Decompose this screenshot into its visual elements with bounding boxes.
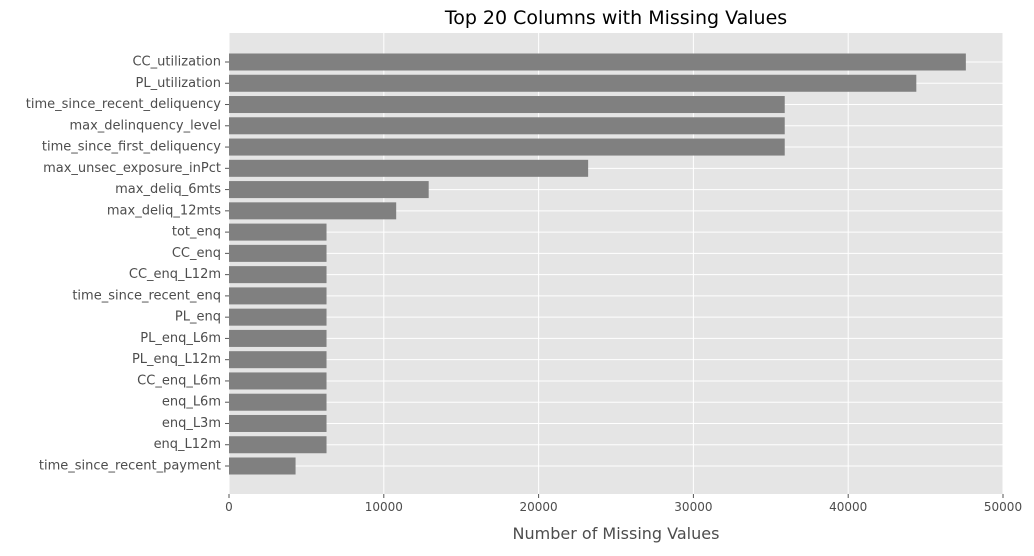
y-tick-label: time_since_recent_deliquency bbox=[26, 97, 222, 112]
y-tick-label: max_delinquency_level bbox=[69, 118, 221, 133]
bar-PL_enq_L12m bbox=[229, 351, 327, 369]
x-axis-label: Number of Missing Values bbox=[513, 524, 720, 543]
bar-PL_enq_L6m bbox=[229, 329, 327, 347]
x-tick-labels: 0 10000 20000 30000 40000 50000 bbox=[225, 494, 1022, 514]
y-tick-label: enq_L3m bbox=[162, 416, 221, 431]
bar-CC_enq_L6m bbox=[229, 372, 327, 390]
y-tick-label: enq_L12m bbox=[154, 437, 221, 452]
y-tick-label: PL_enq bbox=[175, 310, 221, 325]
y-tick-label: CC_enq_L6m bbox=[137, 373, 221, 388]
y-tick-label: max_deliq_6mts bbox=[115, 182, 221, 197]
y-tick-label: time_since_first_deliquency bbox=[42, 140, 221, 155]
x-tick-label: 30000 bbox=[674, 500, 712, 514]
y-tick-label: CC_enq_L12m bbox=[129, 267, 221, 282]
bar-PL_utilization bbox=[229, 74, 917, 92]
y-tick-label: max_deliq_12mts bbox=[107, 203, 221, 218]
bar-time_since_recent_payment bbox=[229, 457, 296, 475]
y-tick-label: CC_enq bbox=[172, 246, 221, 261]
bar-enq_L12m bbox=[229, 436, 327, 454]
y-tick-labels: CC_utilization PL_utilization time_since_r… bbox=[26, 55, 229, 474]
y-tick-label: CC_utilization bbox=[132, 55, 221, 70]
bars bbox=[229, 53, 966, 475]
bar-enq_L3m bbox=[229, 414, 327, 432]
bar-time_since_recent_enq bbox=[229, 287, 327, 305]
x-tick-label: 50000 bbox=[984, 500, 1022, 514]
bar-enq_L6m bbox=[229, 393, 327, 411]
y-tick-label: PL_enq_L6m bbox=[140, 331, 221, 346]
y-tick-label: PL_enq_L12m bbox=[132, 352, 221, 367]
bar-max_deliq_6mts bbox=[229, 181, 429, 199]
x-tick-label: 10000 bbox=[365, 500, 403, 514]
y-tick-label: PL_utilization bbox=[136, 76, 221, 91]
chart-title: Top 20 Columns with Missing Values bbox=[444, 7, 787, 29]
bar-PL_enq bbox=[229, 308, 327, 326]
y-tick-label: time_since_recent_payment bbox=[39, 459, 221, 474]
bar-time_since_first_deliquency bbox=[229, 138, 785, 156]
bar-CC_utilization bbox=[229, 53, 966, 71]
bar-max_delinquency_level bbox=[229, 117, 785, 135]
bar-CC_enq_L12m bbox=[229, 266, 327, 284]
x-tick-label: 0 bbox=[225, 500, 233, 514]
y-tick-label: time_since_recent_enq bbox=[72, 288, 221, 303]
x-tick-label: 20000 bbox=[520, 500, 558, 514]
y-tick-label: enq_L6m bbox=[162, 395, 221, 410]
bar-tot_enq bbox=[229, 223, 327, 241]
x-tick-label: 40000 bbox=[829, 500, 867, 514]
bar-CC_enq bbox=[229, 244, 327, 262]
bar-max_deliq_12mts bbox=[229, 202, 397, 220]
bar-max_unsec_exposure_inPct bbox=[229, 159, 589, 177]
bar-time_since_recent_deliquency bbox=[229, 96, 785, 114]
y-tick-label: tot_enq bbox=[172, 225, 221, 240]
y-tick-label: max_unsec_exposure_inPct bbox=[43, 161, 221, 176]
